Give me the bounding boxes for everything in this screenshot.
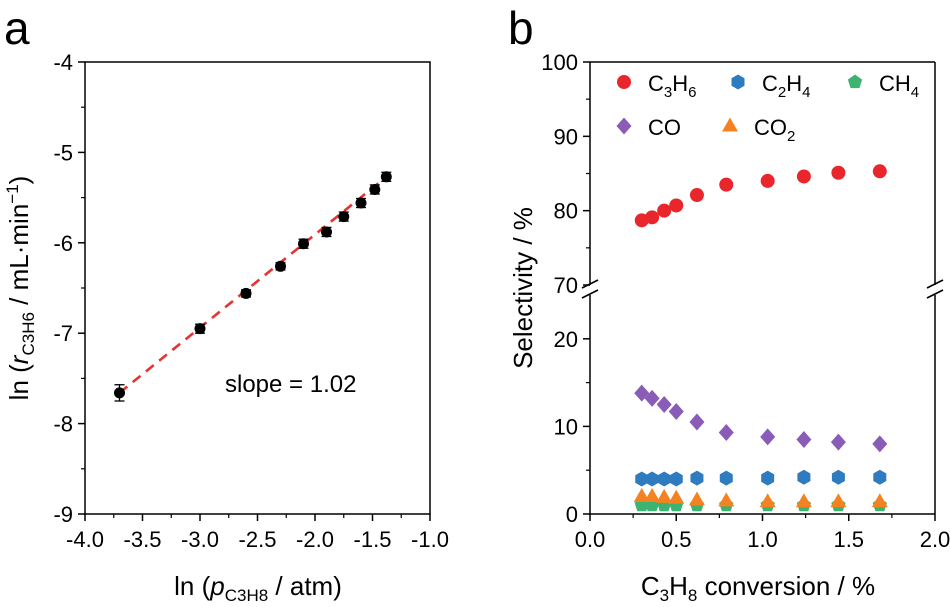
data-point-co2 — [830, 493, 847, 508]
data-point-c2h4 — [719, 470, 733, 486]
axis-break-mark — [581, 279, 599, 289]
panel-a-annotation: slope = 1.02 — [225, 371, 356, 398]
legend-label-co2: CO2 — [754, 115, 795, 145]
x-tick-label: -1.0 — [411, 527, 449, 552]
axis-break-mark — [926, 289, 944, 299]
legend-label-c2h4: C2H4 — [762, 71, 810, 101]
panel-a-label: a — [4, 2, 30, 54]
data-point-c3h6 — [831, 165, 846, 180]
y-tick-label: -9 — [53, 502, 73, 527]
data-point-c3h6 — [689, 188, 704, 203]
data-point-co2 — [688, 491, 705, 506]
data-point-c3h6 — [645, 210, 660, 225]
data-point-c2h4 — [797, 469, 811, 485]
x-tick-label: -1.5 — [354, 527, 392, 552]
legend-label-c3h6: C3H6 — [648, 71, 696, 101]
y-tick-label: -8 — [53, 412, 73, 437]
data-point-c3h6 — [719, 177, 734, 192]
y-tick-label: 0 — [566, 502, 578, 527]
data-point-c2h4 — [635, 471, 649, 487]
data-point-c2h4 — [831, 469, 845, 485]
panel-a-x-axis-label: ln (pC3H8 / atm) — [174, 571, 342, 605]
legend-marker-co — [616, 117, 632, 135]
panel-b-y-axis-label: Selectivity / % — [508, 207, 538, 369]
legend-label-co: CO — [648, 115, 681, 140]
x-tick-label: 1.5 — [833, 527, 864, 552]
panel-b-label: b — [508, 2, 534, 54]
x-tick-label: -2.5 — [239, 527, 277, 552]
data-point-co2 — [795, 493, 812, 508]
data-point — [380, 171, 392, 183]
data-point — [338, 211, 350, 223]
panel-a-y-axis-label: ln (rC3H6 / mL·min−1) — [3, 176, 38, 401]
y-tick-label: -5 — [53, 140, 73, 165]
x-tick-label: 0.5 — [661, 527, 692, 552]
data-point — [194, 323, 206, 335]
x-tick-label: -3.5 — [124, 527, 162, 552]
data-point — [298, 238, 309, 250]
data-point-co — [796, 431, 812, 449]
data-point-c3h6 — [669, 198, 684, 213]
y-tick-label: 20 — [554, 327, 578, 352]
data-point-c3h6 — [872, 164, 887, 179]
data-point-co — [668, 403, 684, 421]
data-point-co2 — [633, 487, 650, 502]
data-point-co — [830, 433, 846, 451]
data-point — [275, 260, 286, 272]
data-point-c2h4 — [657, 471, 671, 487]
data-point-co — [718, 424, 734, 442]
data-point-co — [644, 389, 660, 407]
x-tick-label: 0.0 — [575, 527, 606, 552]
data-point-c3h6 — [657, 203, 672, 218]
legend-label-ch4: CH4 — [879, 71, 919, 101]
data-point — [114, 387, 125, 399]
data-point — [355, 197, 367, 209]
data-point-c2h4 — [873, 469, 887, 485]
data-point-co2 — [759, 493, 776, 508]
data-point-co2 — [718, 492, 735, 507]
data-point — [240, 287, 252, 299]
data-point-c3h6 — [796, 169, 811, 184]
data-point-co — [656, 396, 672, 413]
data-point — [321, 226, 332, 238]
y-tick-label: -7 — [53, 321, 73, 346]
data-point-c2h4 — [690, 470, 704, 486]
data-point-co — [872, 435, 888, 453]
data-point-c2h4 — [645, 471, 659, 487]
panel-a: a -4.0 -3.5 -3.0 -2.5 -2.0 -1.5 -1.0 -9 -8 -7 -6 -5… — [3, 2, 449, 605]
data-point-c2h4 — [761, 470, 775, 486]
y-tick-label: 80 — [554, 199, 578, 224]
data-point-c3h6 — [760, 173, 775, 188]
data-point-co — [689, 413, 705, 431]
axis-break-mark — [581, 289, 599, 299]
y-tick-label: -6 — [53, 231, 73, 256]
legend-marker-c2h4 — [731, 74, 745, 90]
legend-marker-co2 — [722, 117, 738, 132]
data-point-co2 — [871, 493, 888, 508]
y-tick-label: -4 — [53, 50, 73, 75]
x-tick-label: -4.0 — [66, 527, 104, 552]
y-tick-label: 70 — [554, 273, 578, 298]
data-point-co — [760, 428, 776, 446]
panel-b-x-axis-label: C3H8 conversion / % — [641, 571, 875, 605]
legend-marker-c3h6 — [617, 75, 631, 89]
panel-a-plot-frame — [84, 61, 431, 515]
data-point-co2 — [644, 487, 661, 502]
x-tick-label: 2.0 — [920, 527, 950, 552]
y-tick-label: 10 — [554, 414, 578, 439]
panel-b: b 0.0 0.5 1.0 1.5 2.0 0 10 20 70 80 90 100 C3H6 C2H4… — [508, 2, 950, 605]
legend-marker-ch4 — [847, 74, 863, 89]
x-tick-label: -3.0 — [181, 527, 219, 552]
data-point-co2 — [668, 489, 685, 504]
y-tick-label: 100 — [541, 50, 578, 75]
data-point-co2 — [656, 488, 673, 503]
x-tick-label: 1.0 — [747, 527, 778, 552]
fit-line — [118, 175, 388, 394]
data-point — [369, 183, 381, 195]
axis-break-mark — [926, 279, 944, 289]
x-tick-label: -2.0 — [296, 527, 334, 552]
y-tick-label: 90 — [554, 124, 578, 149]
data-point-c2h4 — [669, 471, 683, 487]
